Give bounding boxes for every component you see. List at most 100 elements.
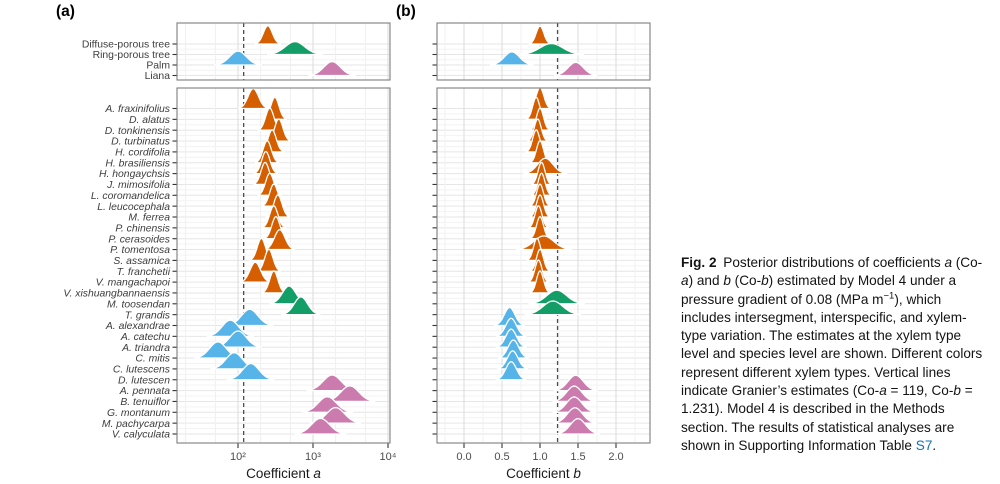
caption-text-segment: a bbox=[681, 273, 689, 289]
y-label-d-tonkinensis: D. tonkinensis bbox=[105, 126, 170, 137]
ridge-b-m-pachycarpa bbox=[553, 407, 597, 424]
x-tick-label-b-2: 1.0 bbox=[532, 451, 547, 463]
y-label-diffuse-porous-tree: Diffuse-porous tree bbox=[82, 40, 170, 51]
caption-text-segment: = 119, Co- bbox=[886, 382, 954, 398]
panel-a-label: (a) bbox=[56, 3, 75, 20]
panel-border bbox=[436, 87, 651, 444]
ridge-b-b-tenuiflor bbox=[552, 385, 597, 403]
y-label-t-franchetii: T. franchetii bbox=[117, 267, 171, 278]
y-label-m-ferrea: M. ferrea bbox=[128, 213, 170, 224]
panel-border bbox=[176, 87, 391, 444]
x-tick-label-a-1: 10³ bbox=[305, 451, 321, 463]
caption-text-segment: ) and bbox=[688, 273, 724, 289]
y-label-a-alexandrae: A. alexandrae bbox=[105, 321, 170, 332]
caption-text-segment: = 1.231). Model 4 is described in the Me… bbox=[681, 382, 973, 453]
y-label-g-montanum: G. montanum bbox=[107, 408, 170, 419]
ridge-b-v-xishuangbannaensis bbox=[529, 270, 551, 294]
x-tick-label-b-1: 0.5 bbox=[494, 451, 509, 463]
panel-b-species bbox=[432, 87, 651, 444]
ridge-b-g-montanum bbox=[552, 396, 597, 413]
x-axis-title-a: Coefficient a bbox=[246, 466, 321, 481]
caption-link-s7[interactable]: S7 bbox=[915, 437, 933, 453]
ridge-b-v-calyculata bbox=[556, 417, 600, 435]
ridges-a-species bbox=[194, 88, 376, 435]
caption-text-segment: a bbox=[879, 382, 887, 398]
caption-text-segment: b bbox=[723, 273, 731, 289]
y-label-m-pachycarpa: M. pachycarpa bbox=[102, 419, 170, 430]
x-tick-label-a-2: 10⁴ bbox=[380, 451, 397, 463]
y-label-v-mangachapoi: V. mangachapoi bbox=[96, 278, 171, 289]
ridge-b-c-mitis bbox=[497, 339, 529, 359]
y-label-l-coromandelica: L. coromandelica bbox=[91, 191, 170, 202]
caption-text-segment: b bbox=[953, 382, 961, 398]
caption-text-segment: ) estimated by Model 4 under a pressure … bbox=[681, 273, 957, 307]
ridge-b-m-ferrea bbox=[529, 194, 551, 218]
x-tick-label-b-3: 1.5 bbox=[570, 451, 585, 463]
ridge-a-p-tomentosa bbox=[264, 229, 296, 251]
ridge-a-t-grandis bbox=[281, 296, 321, 316]
x-tick-label-b-4: 2.0 bbox=[608, 451, 623, 463]
y-label-h-hongaychsis: H. hongaychsis bbox=[99, 169, 170, 180]
y-label-h-brasiliensis: H. brasiliensis bbox=[105, 158, 170, 169]
ridge-b-p-tomentosa bbox=[515, 235, 573, 251]
figure-caption: Fig. 2 Posterior distributions of coeffi… bbox=[681, 254, 987, 455]
ridge-a-v-mangachapoi bbox=[239, 261, 271, 283]
ridge-b-h-hongaychsis bbox=[523, 157, 568, 175]
ridge-b-p-chinensis bbox=[528, 205, 549, 229]
ridge-b-a-catechu bbox=[495, 317, 527, 338]
ridge-a-g-montanum bbox=[301, 396, 354, 413]
y-label-ring-porous-tree: Ring-porous tree bbox=[93, 50, 171, 61]
ridge-b-liana bbox=[553, 61, 598, 77]
y-label-v-xishuangbannaensis: V. xishuangbannaensis bbox=[63, 289, 170, 300]
y-label-d-lutescen: D. lutescen bbox=[118, 375, 170, 386]
caption-text-segment: (Co- bbox=[730, 273, 762, 289]
ridge-b-l-coromandelica bbox=[531, 172, 552, 196]
ridge-a-a-fraxinifolius bbox=[237, 88, 269, 110]
y-label-a-catechu: A. catechu bbox=[120, 332, 170, 343]
caption-text-segment: . bbox=[932, 437, 937, 453]
ridge-b-diffuse-porous-tree bbox=[528, 25, 552, 45]
y-label-v-calyculata: V. calyculata bbox=[112, 430, 170, 441]
x-tick-label-a-0: 10² bbox=[230, 451, 246, 463]
ridge-a-v-calyculata bbox=[294, 417, 347, 435]
ridge-a-v-xishuangbannaensis bbox=[261, 270, 286, 294]
y-label-liana: Liana bbox=[145, 71, 171, 82]
ridge-b-ring-porous-tree bbox=[518, 42, 584, 56]
x-tick-label-b-0: 0.0 bbox=[456, 451, 471, 463]
y-label-l-leucocephala: L. leucocephala bbox=[97, 202, 170, 213]
y-label-a-fraxinifolius: A. fraxinifolius bbox=[104, 104, 170, 115]
ridge-b-d-lutescen bbox=[495, 361, 527, 381]
caption-text-segment: Fig. 2 bbox=[681, 255, 717, 270]
y-label-palm: Palm bbox=[146, 61, 170, 72]
ridge-a-t-franchetii bbox=[256, 248, 282, 272]
panel-b-xylem bbox=[432, 22, 651, 81]
ridge-b-t-grandis bbox=[524, 300, 582, 316]
ridge-a-ring-porous-tree bbox=[267, 40, 323, 56]
ridges-b-xylem bbox=[489, 25, 598, 77]
ridge-b-c-lutescens bbox=[497, 350, 529, 370]
x-axis-b: 0.0 0.5 1.0 1.5 2.0 Coefficient b bbox=[456, 443, 624, 481]
caption-text-segment: Posterior distributions of coefficients bbox=[716, 255, 945, 270]
ridge-b-a-triandra bbox=[495, 328, 527, 348]
ridge-a-liana bbox=[308, 60, 356, 77]
caption-text-segment: (Co- bbox=[952, 255, 983, 270]
panel-border bbox=[176, 22, 391, 81]
y-label-c-lutescens: C. lutescens bbox=[113, 365, 170, 376]
caption-text-segment: b bbox=[761, 273, 769, 289]
ridges-a-xylem bbox=[214, 25, 356, 77]
ridges-b-species bbox=[494, 88, 600, 435]
x-axis-a: 10² 10³ 10⁴ Coefficient a bbox=[230, 443, 397, 481]
caption-text-segment: −1 bbox=[883, 290, 895, 302]
x-axis-title-b: Coefficient b bbox=[506, 466, 581, 481]
ridge-a-palm bbox=[214, 50, 262, 66]
y-label-h-cordifolia: H. cordifolia bbox=[115, 148, 170, 159]
y-label-t-grandis: T. grandis bbox=[125, 310, 170, 321]
ridge-b-a-alexandrae bbox=[494, 306, 526, 327]
y-label-c-mitis: C. mitis bbox=[135, 354, 170, 365]
ridge-b-v-mangachapoi bbox=[528, 259, 549, 283]
y-label-p-cerasoides: P. cerasoides bbox=[108, 234, 170, 245]
